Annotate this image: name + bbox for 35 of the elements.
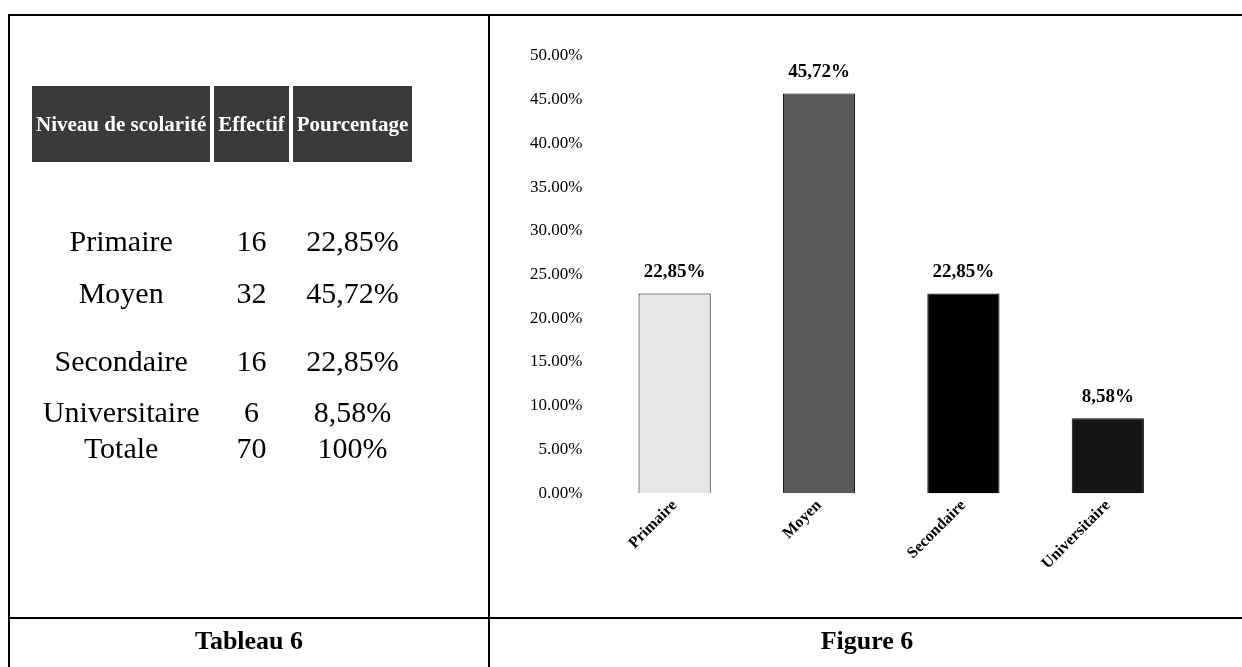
text: 100% bbox=[316, 430, 389, 466]
text: Secondaire bbox=[53, 343, 189, 379]
y-tick-label: 35.00% bbox=[529, 176, 583, 196]
text: Pourcentage bbox=[292, 86, 413, 162]
text: Totale bbox=[82, 430, 160, 466]
text: 22,85% bbox=[305, 343, 400, 379]
text: Moyen bbox=[77, 275, 165, 311]
y-tick-label: 40.00% bbox=[529, 132, 583, 152]
data-label: 45,72% bbox=[788, 59, 850, 81]
y-tick-label: 5.00% bbox=[538, 438, 583, 458]
text: 16 bbox=[235, 343, 268, 379]
text: Tableau 6 bbox=[10, 619, 490, 667]
y-tick-label: 15.00% bbox=[529, 351, 583, 371]
text: Primaire bbox=[68, 223, 174, 258]
y-tick-label: 50.00% bbox=[529, 45, 583, 65]
y-tick-label: 25.00% bbox=[529, 264, 583, 284]
y-tick-label: 20.00% bbox=[529, 307, 583, 327]
text: 6 bbox=[243, 394, 261, 430]
text: 16 bbox=[235, 223, 268, 258]
y-tick-label: 45.00% bbox=[529, 89, 583, 109]
text: 70 bbox=[235, 430, 268, 466]
text: 45,72% bbox=[305, 275, 400, 311]
text: Effectif bbox=[214, 86, 289, 162]
text: 22,85% bbox=[305, 223, 400, 258]
text: 8,58% bbox=[312, 394, 393, 430]
text: Niveau de scolarité bbox=[32, 86, 211, 162]
y-tick-label: 30.00% bbox=[529, 220, 583, 240]
y-tick-label: 0.00% bbox=[538, 482, 583, 502]
data-label: 22,85% bbox=[643, 259, 706, 281]
text: 32 bbox=[235, 275, 268, 311]
text: Figure 6 bbox=[819, 625, 915, 657]
data-label: 22,85% bbox=[932, 259, 995, 281]
data-label: 8,58% bbox=[1081, 384, 1134, 406]
text: Universitaire bbox=[41, 394, 201, 430]
y-tick-label: 10.00% bbox=[529, 395, 583, 415]
